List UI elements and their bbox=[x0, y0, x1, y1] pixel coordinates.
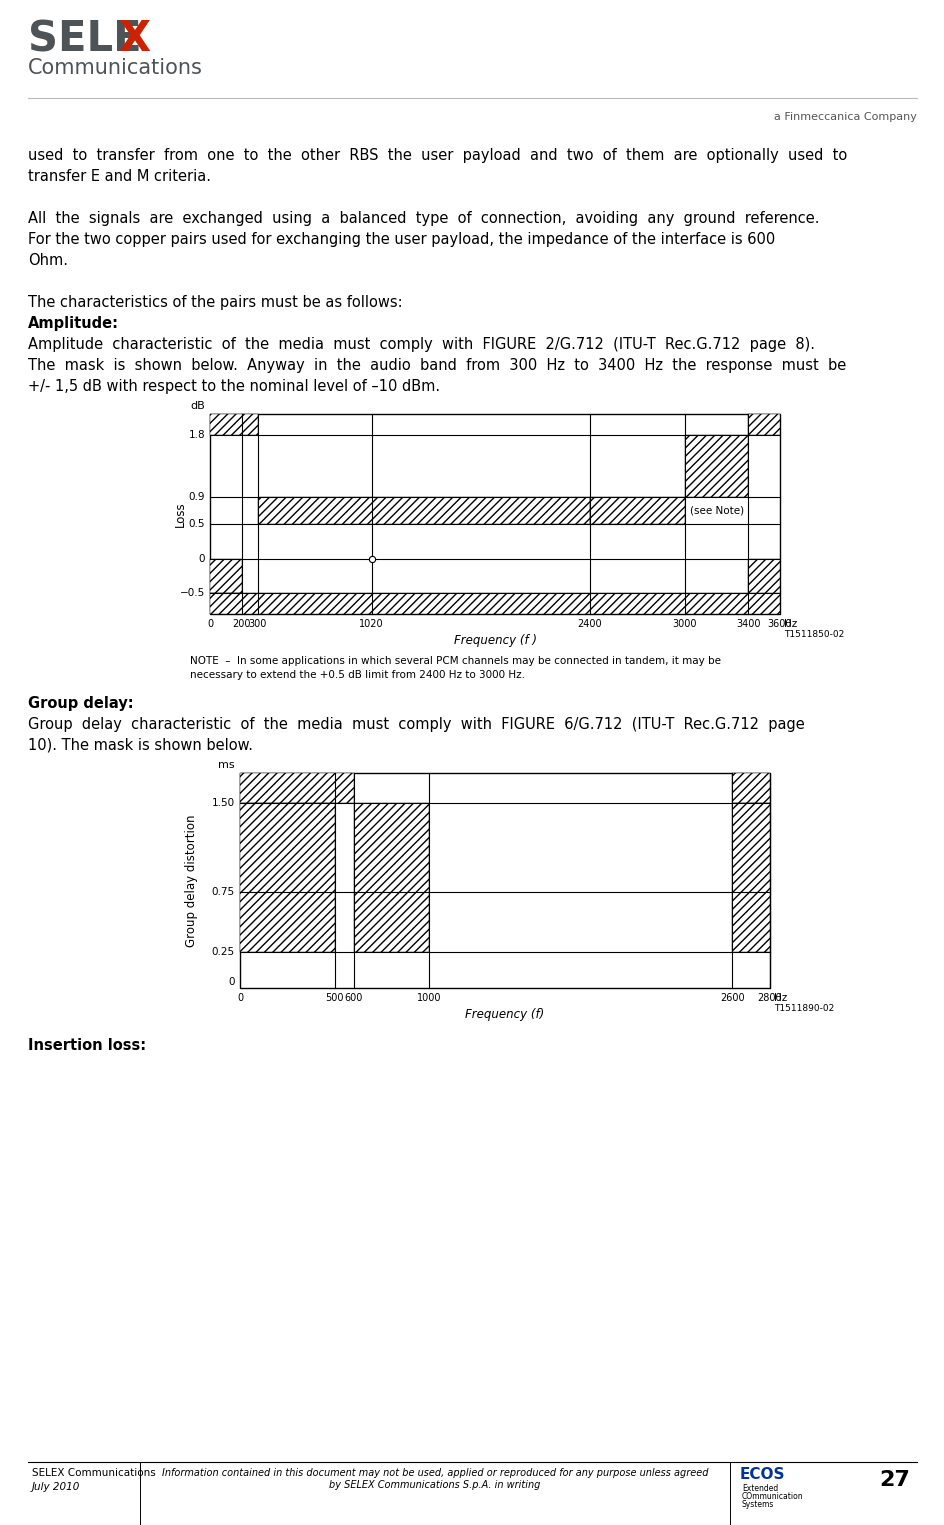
Text: 3400: 3400 bbox=[735, 619, 760, 628]
Text: Amplitude:: Amplitude: bbox=[28, 316, 119, 331]
Text: Insertion loss:: Insertion loss: bbox=[28, 1039, 146, 1052]
Text: 1020: 1020 bbox=[359, 619, 383, 628]
Text: Frequency (f ): Frequency (f ) bbox=[453, 634, 536, 647]
Bar bbox=[589, 497, 684, 525]
Text: Group  delay  characteristic  of  the  media  must  comply  with  FIGURE  6/G.71: Group delay characteristic of the media … bbox=[28, 717, 804, 732]
Bar bbox=[732, 802, 769, 952]
Text: 3600: 3600 bbox=[767, 619, 791, 628]
Text: Frequency (f): Frequency (f) bbox=[464, 1008, 544, 1022]
Bar bbox=[210, 413, 257, 435]
Text: 0: 0 bbox=[198, 554, 205, 564]
Text: transfer E and M criteria.: transfer E and M criteria. bbox=[28, 169, 211, 185]
Text: Hz: Hz bbox=[773, 993, 786, 1003]
Text: +/- 1,5 dB with respect to the nominal level of –10 dBm.: +/- 1,5 dB with respect to the nominal l… bbox=[28, 380, 440, 393]
Bar bbox=[748, 413, 779, 435]
Text: ms: ms bbox=[218, 759, 235, 770]
Text: T1511890-02: T1511890-02 bbox=[773, 1003, 834, 1013]
Text: Amplitude  characteristic  of  the  media  must  comply  with  FIGURE  2/G.712  : Amplitude characteristic of the media mu… bbox=[28, 337, 814, 352]
Bar bbox=[257, 497, 589, 525]
Text: Group delay:: Group delay: bbox=[28, 695, 133, 711]
Bar bbox=[210, 558, 242, 593]
Text: 0.75: 0.75 bbox=[211, 888, 235, 897]
Text: Extended: Extended bbox=[741, 1484, 778, 1493]
Bar bbox=[240, 773, 769, 988]
Text: 200: 200 bbox=[232, 619, 251, 628]
Text: NOTE  –  In some applications in which several PCM channels may be connected in : NOTE – In some applications in which sev… bbox=[190, 656, 720, 666]
Text: a Finmeccanica Company: a Finmeccanica Company bbox=[773, 111, 916, 122]
Text: The characteristics of the pairs must be as follows:: The characteristics of the pairs must be… bbox=[28, 294, 402, 310]
Text: 27: 27 bbox=[878, 1470, 909, 1490]
Text: Systems: Systems bbox=[741, 1501, 773, 1510]
Text: (see Note): (see Note) bbox=[689, 506, 743, 515]
Text: 600: 600 bbox=[344, 993, 362, 1003]
Text: 0: 0 bbox=[207, 619, 212, 628]
Text: Ohm.: Ohm. bbox=[28, 253, 68, 268]
Bar bbox=[240, 773, 353, 802]
Text: Group delay distortion: Group delay distortion bbox=[185, 814, 198, 947]
Bar bbox=[684, 435, 748, 497]
Text: 10). The mask is shown below.: 10). The mask is shown below. bbox=[28, 738, 253, 753]
Text: 0: 0 bbox=[237, 993, 243, 1003]
Bar bbox=[210, 593, 779, 615]
Text: necessary to extend the +0.5 dB limit from 2400 Hz to 3000 Hz.: necessary to extend the +0.5 dB limit fr… bbox=[190, 669, 525, 680]
Text: For the two copper pairs used for exchanging the user payload, the impedance of : For the two copper pairs used for exchan… bbox=[28, 232, 774, 247]
Text: All  the  signals  are  exchanged  using  a  balanced  type  of  connection,  av: All the signals are exchanged using a ba… bbox=[28, 210, 818, 226]
Text: −0.5: −0.5 bbox=[179, 589, 205, 598]
Bar bbox=[240, 802, 334, 952]
Text: 3000: 3000 bbox=[672, 619, 697, 628]
Text: Information contained in this document may not be used, applied or reproduced fo: Information contained in this document m… bbox=[161, 1469, 707, 1490]
Text: Communications: Communications bbox=[28, 58, 203, 78]
Text: 2600: 2600 bbox=[719, 993, 744, 1003]
Text: 1.50: 1.50 bbox=[211, 798, 235, 808]
Text: COmmunication: COmmunication bbox=[741, 1491, 802, 1501]
Text: 1000: 1000 bbox=[416, 993, 441, 1003]
Text: X: X bbox=[118, 18, 150, 59]
Text: Loss: Loss bbox=[174, 502, 186, 526]
Text: T1511850-02: T1511850-02 bbox=[784, 630, 843, 639]
Text: 2400: 2400 bbox=[577, 619, 601, 628]
Text: July 2010: July 2010 bbox=[32, 1482, 80, 1491]
Text: 300: 300 bbox=[248, 619, 266, 628]
Bar bbox=[748, 558, 779, 593]
Bar bbox=[210, 413, 779, 615]
Text: dB: dB bbox=[190, 401, 205, 412]
Text: 0.25: 0.25 bbox=[211, 947, 235, 958]
Text: 0.5: 0.5 bbox=[188, 520, 205, 529]
Text: 500: 500 bbox=[325, 993, 344, 1003]
Text: ECOS: ECOS bbox=[739, 1467, 784, 1482]
Bar bbox=[353, 802, 429, 952]
Text: The  mask  is  shown  below.  Anyway  in  the  audio  band  from  300  Hz  to  3: The mask is shown below. Anyway in the a… bbox=[28, 358, 846, 374]
Text: 0.9: 0.9 bbox=[188, 491, 205, 502]
Text: 2800: 2800 bbox=[757, 993, 782, 1003]
Text: 1.8: 1.8 bbox=[188, 430, 205, 439]
Text: Hz: Hz bbox=[784, 619, 797, 628]
Text: 0: 0 bbox=[228, 978, 235, 987]
Text: SELE: SELE bbox=[28, 18, 142, 59]
Text: used  to  transfer  from  one  to  the  other  RBS  the  user  payload  and  two: used to transfer from one to the other R… bbox=[28, 148, 847, 163]
Bar bbox=[732, 773, 769, 802]
Text: SELEX Communications: SELEX Communications bbox=[32, 1469, 156, 1478]
